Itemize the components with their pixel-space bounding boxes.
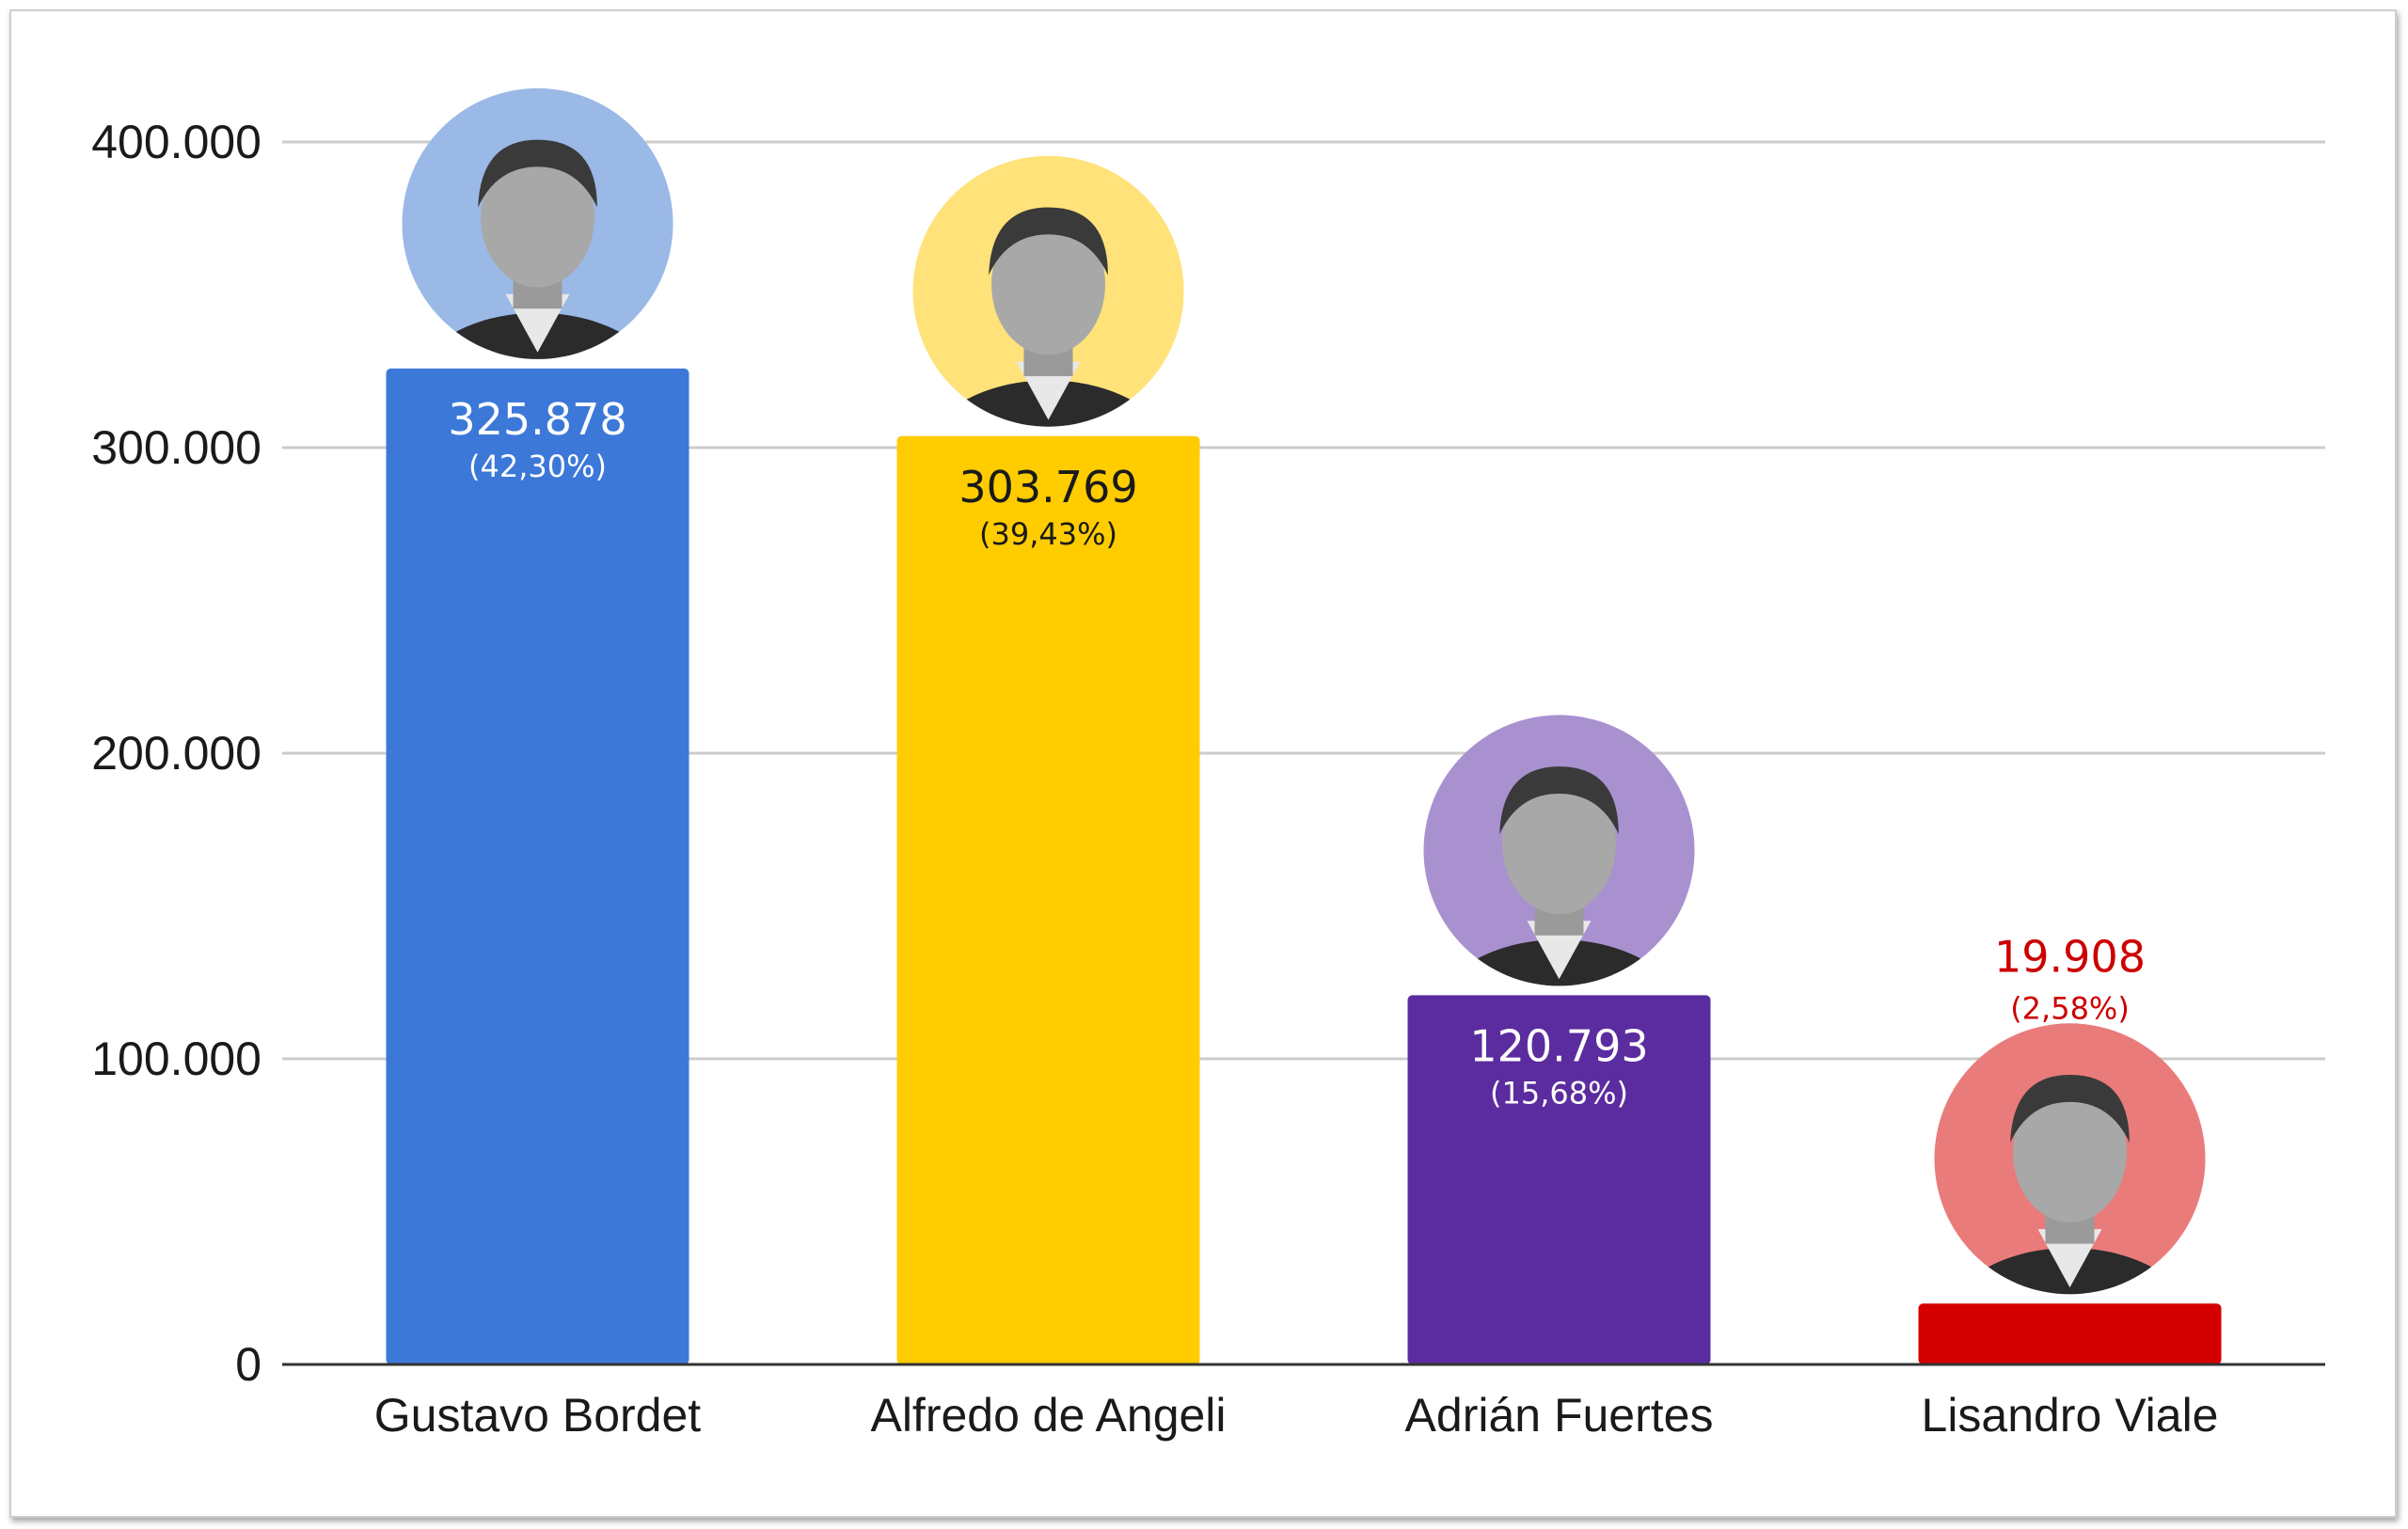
bar: [896, 435, 1200, 1365]
y-tick-label: 200.000: [91, 727, 261, 780]
x-tick-label: Lisandro Viale: [1922, 1389, 2219, 1442]
data-label-percent: (2,58%): [2010, 990, 2130, 1026]
bars: [386, 368, 2222, 1365]
data-label-percent: (15,68%): [1490, 1075, 1628, 1111]
data-label-percent: (42,30%): [468, 449, 607, 484]
bar: [386, 368, 689, 1365]
y-tick-label: 0: [235, 1338, 261, 1391]
y-axis: 0 100.000 200.000 300.000 400.000: [91, 116, 261, 1391]
bar: [1407, 995, 1711, 1364]
x-tick-label: Gustavo Bordet: [374, 1389, 702, 1442]
data-label-percent: (39,43%): [979, 516, 1117, 552]
y-tick-label: 400.000: [91, 116, 261, 168]
data-labels: 325.878 (42,30%) 303.769 (39,43%) 120.793 (15…: [448, 394, 2146, 1111]
data-label-value: 303.769: [958, 462, 1137, 512]
bar: [1918, 1303, 2222, 1364]
x-tick-label: Alfredo de Angeli: [870, 1389, 1226, 1442]
x-tick-label: Adrián Fuertes: [1405, 1389, 1714, 1442]
x-axis: Gustavo Bordet Alfredo de Angeli Adrián Fu…: [282, 1363, 2325, 1442]
y-tick-label: 100.000: [91, 1032, 261, 1085]
data-label-value: 325.878: [448, 394, 626, 445]
data-label-value: 120.793: [1469, 1020, 1648, 1071]
data-label-value: 19.908: [1994, 931, 2146, 982]
y-tick-label: 300.000: [91, 421, 261, 474]
